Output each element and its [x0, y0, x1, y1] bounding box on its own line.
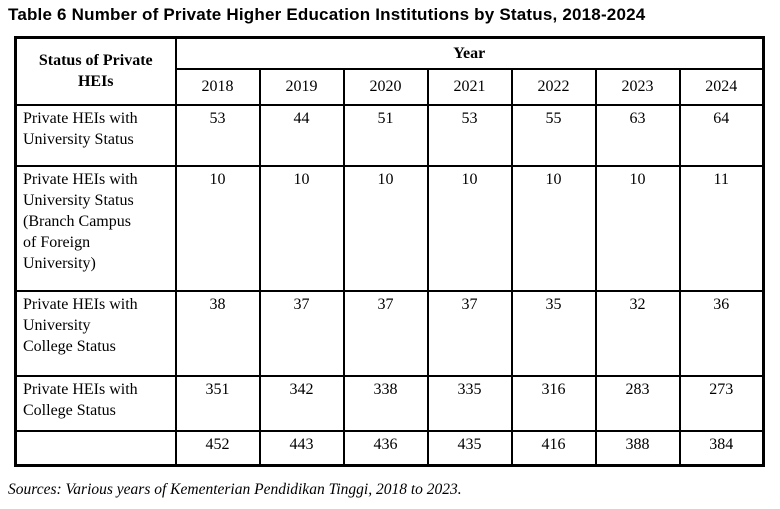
cell-value: 388 — [594, 429, 681, 467]
year-header-2018: 2018 — [174, 67, 261, 106]
cell-value: 416 — [510, 429, 597, 467]
cell-value: 10 — [342, 164, 429, 292]
cell-value: 273 — [678, 374, 765, 432]
row-label: Private HEIs with University Status — [14, 103, 177, 167]
cell-value: 37 — [258, 289, 345, 377]
row-label — [14, 429, 177, 467]
private-heis-table: Status of Private HEIs Year 2018 2019 20… — [14, 36, 765, 467]
cell-value: 53 — [174, 103, 261, 167]
cell-value: 53 — [426, 103, 513, 167]
cell-value: 64 — [678, 103, 765, 167]
cell-value: 283 — [594, 374, 681, 432]
cell-value: 10 — [258, 164, 345, 292]
year-header-2024: 2024 — [678, 67, 765, 106]
cell-value: 10 — [174, 164, 261, 292]
year-header-2019: 2019 — [258, 67, 345, 106]
cell-value: 10 — [426, 164, 513, 292]
cell-value: 452 — [174, 429, 261, 467]
year-header-2021: 2021 — [426, 67, 513, 106]
cell-value: 51 — [342, 103, 429, 167]
header-row-years: 2018 2019 2020 2021 2022 2023 2024 — [16, 67, 765, 106]
cell-value: 11 — [678, 164, 765, 292]
year-header-2020: 2020 — [342, 67, 429, 106]
row-label: Private HEIs with College Status — [14, 374, 177, 432]
cell-value: 37 — [342, 289, 429, 377]
cell-value: 35 — [510, 289, 597, 377]
cell-value: 342 — [258, 374, 345, 432]
table-row-total: 452 443 436 435 416 388 384 — [14, 429, 765, 467]
cell-value: 10 — [510, 164, 597, 292]
cell-value: 63 — [594, 103, 681, 167]
cell-value: 32 — [594, 289, 681, 377]
cell-value: 338 — [342, 374, 429, 432]
cell-value: 443 — [258, 429, 345, 467]
row-label: Private HEIs with University Status (Bra… — [14, 164, 177, 292]
status-column-header: Status of Private HEIs — [14, 36, 177, 106]
cell-value: 436 — [342, 429, 429, 467]
cell-value: 335 — [426, 374, 513, 432]
cell-value: 435 — [426, 429, 513, 467]
cell-value: 44 — [258, 103, 345, 167]
year-group-header: Year — [174, 36, 765, 70]
cell-value: 316 — [510, 374, 597, 432]
cell-value: 36 — [678, 289, 765, 377]
table-row-university-status: Private HEIs with University Status 53 4… — [14, 103, 765, 167]
table-row-college-status: Private HEIs with College Status 351 342… — [14, 374, 765, 432]
cell-value: 38 — [174, 289, 261, 377]
cell-value: 351 — [174, 374, 261, 432]
table-row-university-college-status: Private HEIs with University College Sta… — [14, 289, 765, 377]
document-page: Table 6 Number of Private Higher Educati… — [0, 4, 780, 509]
cell-value: 55 — [510, 103, 597, 167]
row-label: Private HEIs with University College Sta… — [14, 289, 177, 377]
cell-value: 37 — [426, 289, 513, 377]
cell-value: 10 — [594, 164, 681, 292]
header-row-year-group: Status of Private HEIs Year — [14, 36, 765, 106]
cell-value: 384 — [678, 429, 765, 467]
year-header-2023: 2023 — [594, 67, 681, 106]
source-note: Sources: Various years of Kementerian Pe… — [8, 481, 462, 498]
table-row-branch-campus: Private HEIs with University Status (Bra… — [14, 164, 765, 292]
table-title: Table 6 Number of Private Higher Educati… — [8, 5, 646, 24]
year-header-2022: 2022 — [510, 67, 597, 106]
